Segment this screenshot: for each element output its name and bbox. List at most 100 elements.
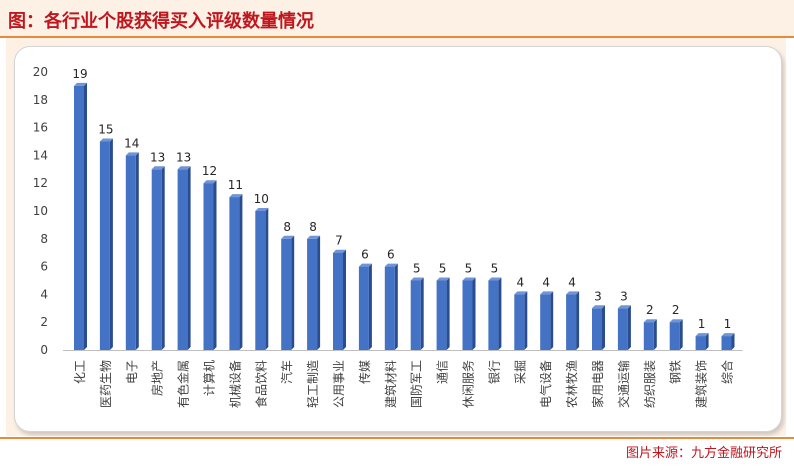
bar-side xyxy=(627,305,631,350)
y-tick-label: 10 xyxy=(33,204,48,218)
bar xyxy=(255,211,266,350)
x-tick-label: 交通运输 xyxy=(616,360,631,408)
title-divider xyxy=(0,36,794,38)
x-tick-label: 建筑装饰 xyxy=(694,360,709,408)
data-label: 5 xyxy=(439,262,447,276)
bar-side xyxy=(498,277,502,350)
x-tick-label: 采掘 xyxy=(512,360,527,384)
y-tick-label: 8 xyxy=(40,232,48,246)
bar-top xyxy=(151,166,165,170)
y-tick-label: 14 xyxy=(33,148,48,162)
bar-top xyxy=(281,235,295,239)
bar-top xyxy=(669,319,683,323)
data-label: 11 xyxy=(228,178,243,192)
bar-side xyxy=(550,291,554,350)
bar-side xyxy=(187,166,191,350)
x-tick-label: 钢铁 xyxy=(669,360,683,384)
data-label: 8 xyxy=(309,220,317,234)
bar-side xyxy=(109,138,113,350)
bar-top xyxy=(177,166,191,170)
data-label: 1 xyxy=(698,317,706,331)
page-title: 图：各行业个股获得买入评级数量情况 xyxy=(8,11,314,32)
bar xyxy=(617,308,628,350)
x-tick-label: 汽车 xyxy=(279,360,294,384)
bar-top xyxy=(617,305,631,309)
y-tick-label: 0 xyxy=(40,343,48,357)
bar xyxy=(281,238,292,350)
x-tick-label: 银行 xyxy=(487,360,501,384)
bar xyxy=(669,322,680,350)
bar xyxy=(488,280,499,350)
bar-side xyxy=(265,208,269,350)
y-tick-label: 4 xyxy=(40,287,48,301)
bar-side xyxy=(239,194,243,350)
bar-side xyxy=(213,180,217,350)
bar xyxy=(410,280,421,350)
bar xyxy=(203,183,214,350)
data-label: 12 xyxy=(202,164,217,178)
x-tick-label: 医药生物 xyxy=(99,360,113,408)
x-tick-label: 纺织服装 xyxy=(643,360,657,408)
bar xyxy=(695,336,706,350)
data-label: 2 xyxy=(672,303,680,317)
bar-side xyxy=(368,263,372,350)
x-tick-label: 有色金属 xyxy=(176,360,191,408)
y-tick-label: 16 xyxy=(33,121,48,135)
bar xyxy=(125,155,136,350)
bar-side xyxy=(317,235,321,350)
bar-side xyxy=(705,333,709,350)
bar xyxy=(592,308,602,350)
bar xyxy=(436,280,447,350)
chart-panel xyxy=(14,46,782,432)
bar-top xyxy=(540,291,554,295)
data-label: 10 xyxy=(254,192,269,206)
x-tick-label: 休闲服务 xyxy=(461,360,476,408)
y-tick-label: 12 xyxy=(33,176,48,190)
bar-top xyxy=(203,180,217,184)
bar-side xyxy=(84,82,87,351)
data-label: 14 xyxy=(124,136,139,150)
x-tick-label: 农林牧渔 xyxy=(565,360,579,408)
data-label: 19 xyxy=(72,67,87,81)
bar-side xyxy=(731,333,735,350)
y-tick-label: 20 xyxy=(33,65,48,79)
data-label: 13 xyxy=(176,150,191,164)
bar-side xyxy=(343,249,346,350)
bar-side xyxy=(679,319,683,350)
bar xyxy=(151,169,162,350)
data-label: 6 xyxy=(387,248,395,262)
x-tick-label: 家用电器 xyxy=(590,360,605,408)
x-tick-label: 机械设备 xyxy=(227,360,242,408)
data-label: 4 xyxy=(542,275,550,289)
x-tick-label: 计算机 xyxy=(202,360,217,396)
bar xyxy=(540,294,551,350)
data-label: 5 xyxy=(413,262,421,276)
x-tick-label: 传媒 xyxy=(357,360,372,384)
bar xyxy=(462,280,473,350)
data-label: 2 xyxy=(646,303,654,317)
x-tick-label: 综合 xyxy=(720,360,735,384)
data-label: 8 xyxy=(283,220,291,234)
x-tick-label: 房地产 xyxy=(150,360,165,396)
bar-top xyxy=(721,333,735,337)
bar-top xyxy=(695,333,709,337)
data-label: 7 xyxy=(335,234,343,248)
bar xyxy=(229,197,240,350)
data-label: 1 xyxy=(724,317,732,331)
x-tick-label: 食品饮料 xyxy=(253,360,268,408)
data-label: 5 xyxy=(491,262,499,276)
data-label: 6 xyxy=(361,248,369,262)
bar xyxy=(384,266,395,350)
data-label: 4 xyxy=(516,275,524,289)
data-label: 15 xyxy=(98,123,113,137)
bar-top xyxy=(410,277,424,281)
title-bar xyxy=(0,0,794,36)
bar xyxy=(514,294,525,350)
data-label: 3 xyxy=(594,289,602,303)
bar-top xyxy=(384,263,398,267)
bar-side xyxy=(135,152,139,350)
bar-side xyxy=(291,235,295,350)
bar xyxy=(177,169,188,350)
bar-side xyxy=(602,305,605,350)
bar-top xyxy=(307,235,321,239)
